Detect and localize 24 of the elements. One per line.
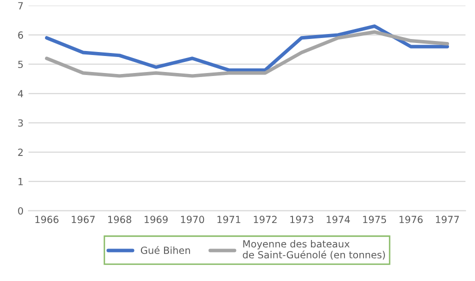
x-tick-label: 1967 — [72, 216, 95, 224]
x-tick-label: 1969 — [144, 216, 168, 224]
y-tick-label: 4 — [18, 90, 24, 98]
x-tick-label: 1970 — [181, 216, 204, 224]
x-tick-label: 1975 — [363, 216, 386, 224]
x-tick-label: 1971 — [217, 216, 240, 224]
y-tick-label: 5 — [18, 60, 23, 68]
y-tick-label: 2 — [18, 148, 23, 156]
line-series — [44, 24, 450, 72]
y-tick-label: 3 — [18, 119, 23, 127]
x-tick-label: 1966 — [35, 216, 58, 224]
x-tick-label: 1977 — [436, 216, 459, 224]
x-tick-label: 1968 — [108, 216, 132, 224]
x-tick-label: 1976 — [400, 216, 423, 224]
legend-label: Gué Bihen — [140, 246, 190, 254]
y-tick-label: 0 — [18, 207, 23, 215]
y-tick-label: 6 — [18, 31, 24, 39]
y-tick-label: 7 — [18, 2, 23, 10]
legend-label: Moyenne des bateaux de Saint-Guénolé (en tonnes) — [242, 240, 385, 260]
x-tick-label: 1974 — [326, 216, 350, 224]
line-series — [44, 30, 450, 78]
x-tick-label: 1972 — [254, 216, 277, 224]
y-tick-label: 1 — [18, 178, 23, 186]
x-tick-label: 1973 — [290, 216, 314, 224]
